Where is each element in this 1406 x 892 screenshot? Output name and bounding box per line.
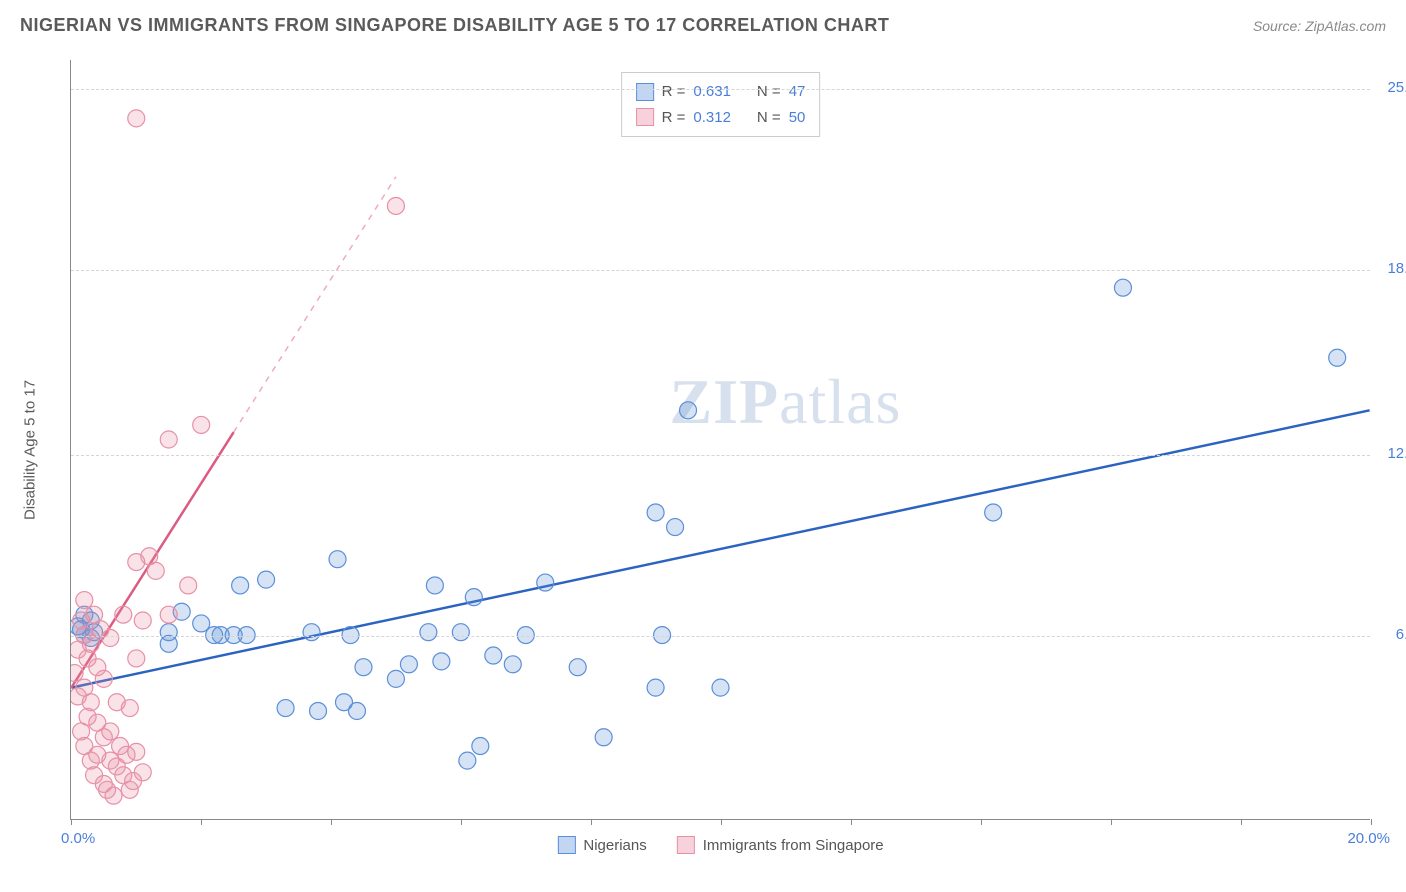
chart-header: NIGERIAN VS IMMIGRANTS FROM SINGAPORE DI… — [0, 0, 1406, 46]
gridline — [71, 455, 1370, 456]
x-tick — [461, 819, 462, 825]
chart-source: Source: ZipAtlas.com — [1253, 18, 1386, 34]
legend-item-singapore: Immigrants from Singapore — [677, 836, 884, 854]
swatch-icon — [677, 836, 695, 854]
gridline — [71, 89, 1370, 90]
legend-label: Immigrants from Singapore — [703, 837, 884, 854]
plot-area: ZIPatlas R = 0.631 N = 47 R = 0.312 N = … — [70, 60, 1370, 820]
r-label: R = — [662, 79, 686, 105]
r-value: 0.312 — [693, 105, 731, 131]
legend-item-nigerians: Nigerians — [557, 836, 646, 854]
watermark: ZIPatlas — [669, 365, 901, 439]
watermark-atlas: atlas — [779, 366, 901, 437]
swatch-icon — [636, 83, 654, 101]
x-tick — [851, 819, 852, 825]
watermark-zip: ZIP — [669, 366, 779, 437]
x-tick — [1111, 819, 1112, 825]
gridline — [71, 636, 1370, 637]
legend-stats-row-1: R = 0.631 N = 47 — [636, 79, 806, 105]
x-tick-label: 20.0% — [1347, 830, 1390, 847]
legend-label: Nigerians — [583, 837, 646, 854]
n-label: N = — [757, 105, 781, 131]
chart-container: Disability Age 5 to 17 ZIPatlas R = 0.63… — [50, 50, 1386, 850]
swatch-icon — [557, 836, 575, 854]
x-tick — [71, 819, 72, 825]
y-tick-label: 18.8% — [1387, 260, 1406, 277]
chart-title: NIGERIAN VS IMMIGRANTS FROM SINGAPORE DI… — [20, 15, 889, 36]
legend-stats: R = 0.631 N = 47 R = 0.312 N = 50 — [621, 72, 821, 137]
gridline — [71, 270, 1370, 271]
y-axis-label: Disability Age 5 to 17 — [22, 380, 39, 520]
x-tick — [1371, 819, 1372, 825]
swatch-icon — [636, 108, 654, 126]
n-value: 50 — [789, 105, 806, 131]
legend-series: Nigerians Immigrants from Singapore — [557, 836, 883, 854]
x-tick — [981, 819, 982, 825]
r-label: R = — [662, 105, 686, 131]
scatter-svg — [71, 60, 1370, 819]
x-tick — [1241, 819, 1242, 825]
y-tick-label: 6.3% — [1396, 626, 1406, 643]
x-tick — [201, 819, 202, 825]
x-tick — [721, 819, 722, 825]
legend-stats-row-2: R = 0.312 N = 50 — [636, 105, 806, 131]
x-tick — [331, 819, 332, 825]
x-tick — [591, 819, 592, 825]
r-value: 0.631 — [693, 79, 731, 105]
y-tick-label: 12.5% — [1387, 445, 1406, 462]
n-value: 47 — [789, 79, 806, 105]
n-label: N = — [757, 79, 781, 105]
x-tick-label: 0.0% — [61, 830, 95, 847]
y-tick-label: 25.0% — [1387, 79, 1406, 96]
